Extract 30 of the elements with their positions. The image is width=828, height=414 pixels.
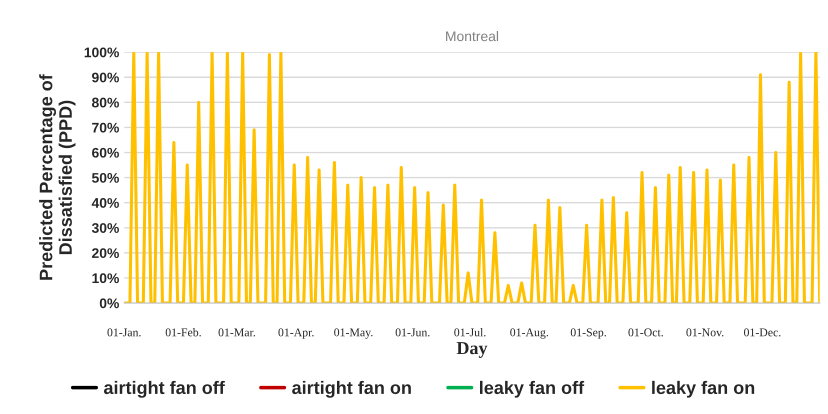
y-tick-label: 100% <box>84 48 119 58</box>
y-tick-label: 40% <box>92 198 119 208</box>
x-tick-label: 01-Jul. <box>454 328 486 336</box>
y-tick-label: 20% <box>92 248 119 258</box>
x-axis-title: Day <box>456 342 488 358</box>
y-tick-label: 50% <box>92 172 119 183</box>
y-tick-label: 90% <box>92 72 119 82</box>
y-tick-label: 10% <box>92 273 119 284</box>
x-tick-label: 01-Sep. <box>570 328 606 339</box>
legend-label: leaky fan on <box>652 380 754 398</box>
y-tick-label: 80% <box>92 98 119 108</box>
x-tick-label: 01-Feb. <box>166 328 201 336</box>
x-tick-label: 01-Jun. <box>396 328 430 336</box>
y-tick-label: 60% <box>92 148 119 158</box>
y-tick-label: 30% <box>92 223 119 233</box>
x-tick-label: 01-Nov. <box>686 328 724 336</box>
x-tick-label: 01-May. <box>334 328 372 339</box>
x-tick-label: 01-Aug. <box>510 328 548 339</box>
legend-label: leaky fan off <box>480 380 584 398</box>
chart-title: Montreal <box>446 30 498 42</box>
y-axis-title: Predicted Percentage of Dissatisfied (PPD) <box>39 74 76 280</box>
legend-label: airtight fan on <box>292 380 411 398</box>
x-tick-label: 01-Oct. <box>628 328 663 336</box>
legend-label: airtight fan off <box>104 380 225 398</box>
y-tick-label: 70% <box>92 122 119 133</box>
x-tick-label: 01-Apr. <box>278 328 314 339</box>
x-tick-label: 01-Dec. <box>744 328 780 336</box>
x-tick-label: 01-Jan. <box>107 328 141 336</box>
x-tick-label: 01-Mar. <box>218 328 256 336</box>
y-tick-label: 0% <box>100 298 119 308</box>
